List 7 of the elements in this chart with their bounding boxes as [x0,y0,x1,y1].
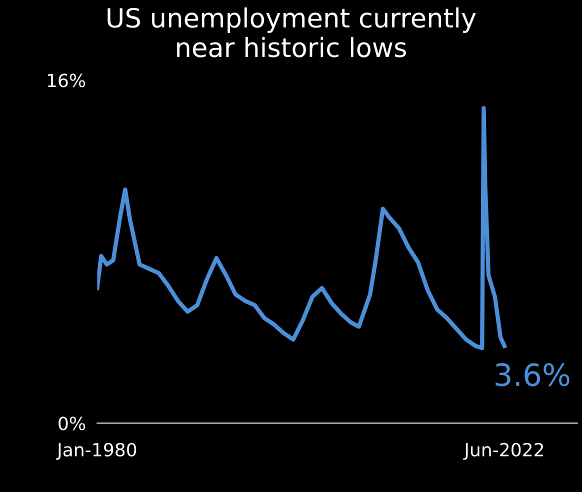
line-series [97,106,507,350]
y-tick-label: 16% [48,74,86,88]
chart-title: US unemployment currently near historic lows [108,7,476,58]
x-tick-label: Jun-2022 [463,442,544,460]
annotation: 3.6% [496,363,570,386]
x-tick-label: Jan-1980 [56,442,136,460]
y-tick-label: 0% [58,416,86,430]
